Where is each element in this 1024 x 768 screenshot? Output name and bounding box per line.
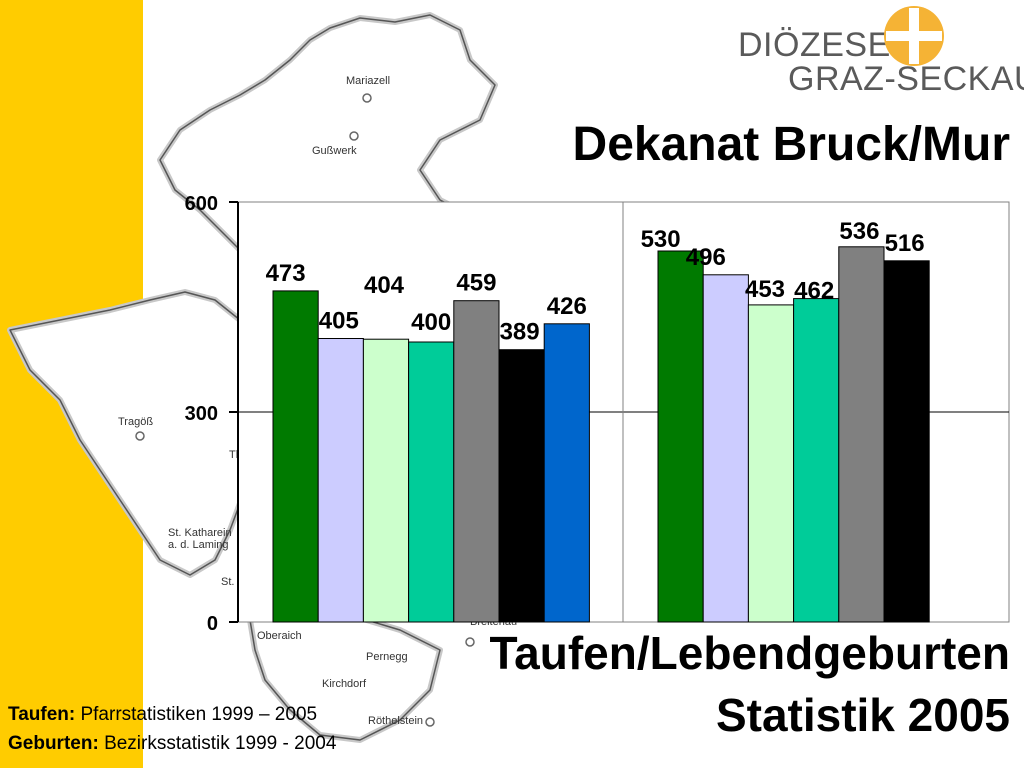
bar-g1-4 [408,341,455,623]
bar-g1-7 [543,323,590,623]
y-tick-label-300: 300 [185,403,218,425]
bar-label-g1-3: 404 [364,272,405,299]
bar-label-g2-1: 530 [641,226,681,253]
subtitle-line-2: Statistik 2005 [715,689,1010,741]
page-title: Dekanat Bruck/Mur [572,118,1010,171]
bar-g2-5 [838,246,885,623]
source-geburten-text: Bezirksstatistik 1999 - 2004 [104,733,337,754]
bar-g2-2 [702,274,749,623]
y-tick-label-600: 600 [185,193,218,215]
source-taufen-text: Pfarrstatistiken 1999 – 2005 [80,704,318,725]
bar-label-g1-7: 426 [547,293,587,320]
logo-cross-icon [884,6,944,66]
source-taufen-label: Taufen: [8,704,76,725]
bar-label-g2-5: 536 [839,218,879,245]
map-label-pernegg: Pernegg [366,651,408,663]
logo-line-1: DIÖZESE [738,26,891,64]
bar-g1-1 [272,290,319,623]
map-label-roethelstein: Röthelstein [368,715,424,727]
source-geburten-label: Geburten: [8,733,99,754]
bar-g2-4 [793,298,840,623]
map-label-st-katharein: St. Katharein a. d. Laming [168,527,232,551]
map-label-tragoss: Tragöß [118,416,154,428]
source-notes: Taufen: Pfarrstatistiken 1999 – 2005 Geb… [8,700,336,758]
bar-g1-6 [498,349,545,623]
bar-label-g1-4: 400 [411,309,451,336]
bar-label-g1-5: 459 [456,270,496,297]
bar-g1-2 [317,338,364,623]
subtitle-line-1: Taufen/Lebendgeburten [489,627,1011,679]
map-label-oberaich: Oberaich [257,630,302,642]
diocese-logo: DIÖZESE GRAZ-SECKAU [730,0,1024,100]
bars-layer [272,246,930,623]
bar-label-g2-2: 496 [686,244,726,271]
bar-label-g1-1: 473 [266,260,306,287]
bar-label-g2-4: 462 [794,278,834,305]
map-label-st-katharein-line2: a. d. Laming [168,539,229,551]
source-taufen: Taufen: Pfarrstatistiken 1999 – 2005 [8,700,336,729]
bar-g1-3 [362,338,410,623]
logo-line-2: GRAZ-SECKAU [788,60,1024,98]
bar-label-g2-6: 516 [885,230,925,257]
bar-g2-6 [883,260,930,623]
map-label-mariazell: Mariazell [346,75,391,87]
map-label-gusswerk: Gußwerk [312,145,357,157]
bar-label-g1-2: 405 [319,308,359,335]
source-geburten: Geburten: Bezirksstatistik 1999 - 2004 [8,729,336,758]
bar-g2-3 [747,304,795,623]
map-label-st-katharein-line1: St. Katharein [168,527,232,539]
map-label-kirchdorf: Kirchdorf [322,678,367,690]
subtitle: Taufen/Lebendgeburten Statistik 2005 [490,622,1011,746]
bar-g2-1 [657,250,704,623]
bar-label-g1-6: 389 [500,319,540,346]
bar-label-g2-3: 453 [745,276,785,303]
y-tick-label-0: 0 [207,613,218,635]
bar-g1-5 [453,300,500,623]
